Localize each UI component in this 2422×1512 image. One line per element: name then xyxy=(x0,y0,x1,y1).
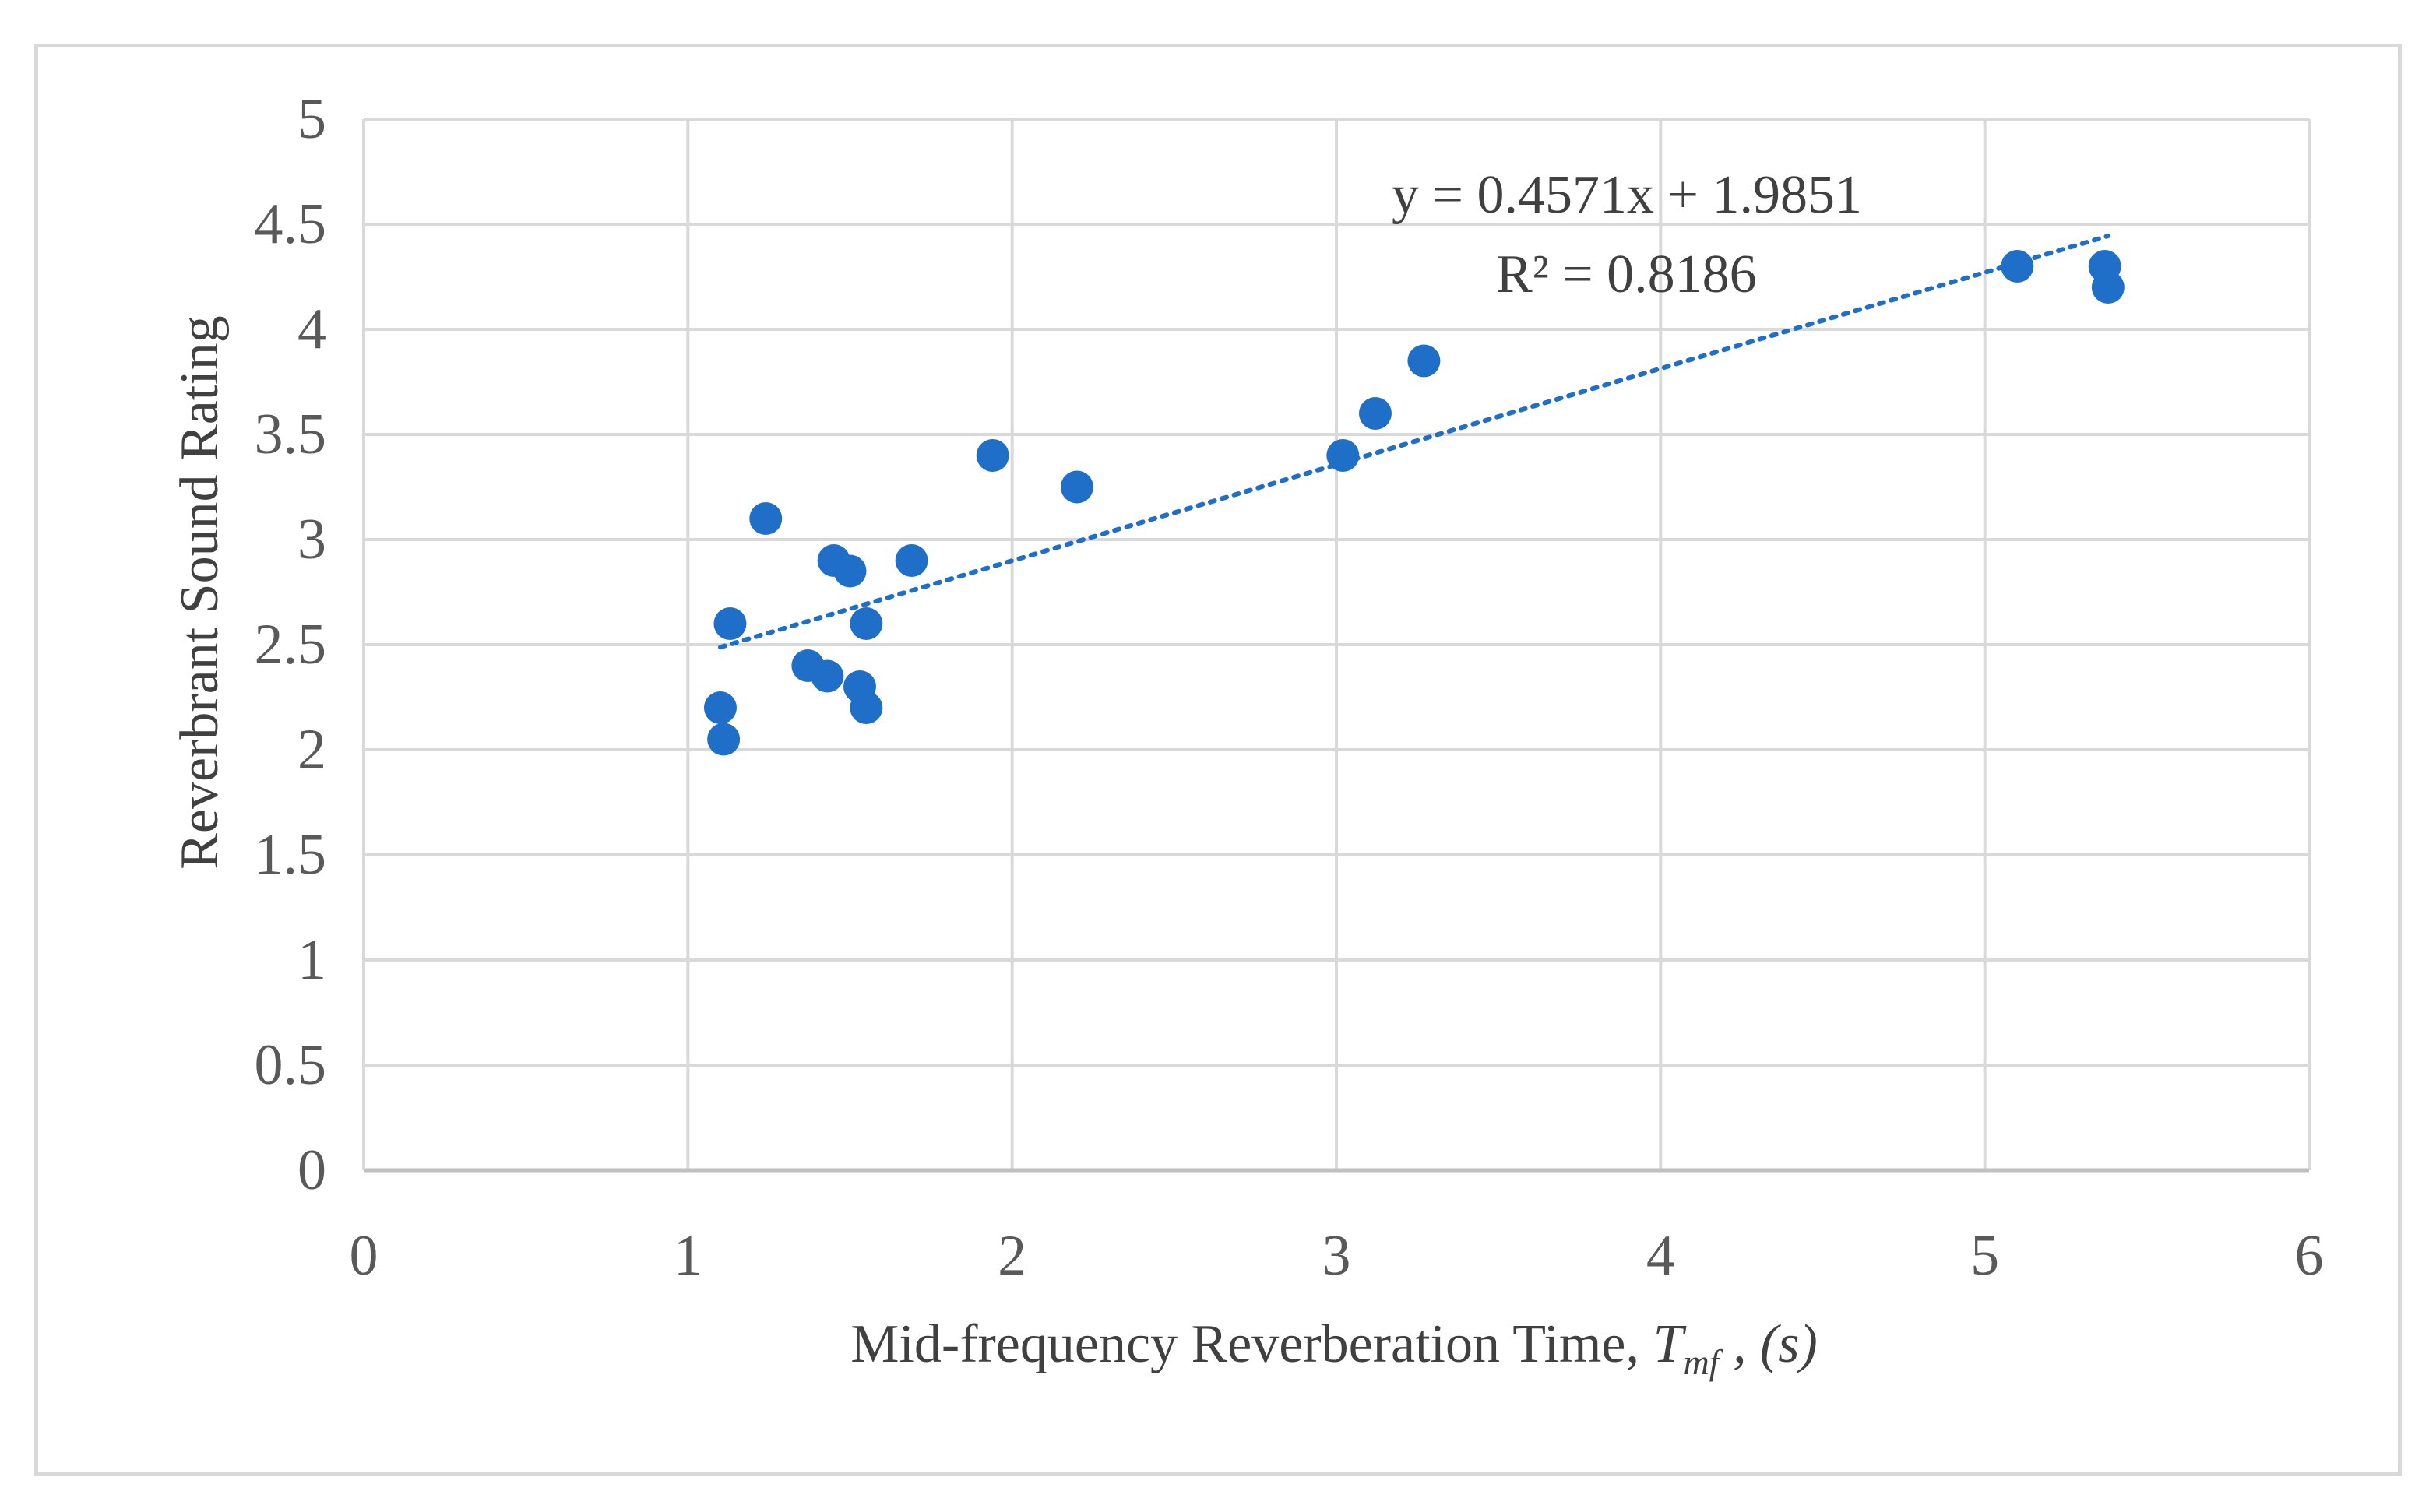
data-point xyxy=(2091,271,2125,304)
x-axis-title-symbol: T xyxy=(1653,1314,1688,1374)
data-point xyxy=(2001,250,2034,283)
scatter-chart: 0 1 2 3 4 5 6 0 0.5 1 1.5 2 2.5 3 3.5 4 4.5 5 y = 0.4571… xyxy=(170,87,2324,1382)
data-points xyxy=(703,250,2125,756)
y-tick-label: 0 xyxy=(297,1138,326,1202)
trendline xyxy=(717,234,2110,650)
x-axis-title-unit: , (s) xyxy=(1719,1314,1817,1374)
y-tick-label: 5 xyxy=(297,87,326,151)
data-point xyxy=(833,554,867,588)
trendline-layer xyxy=(717,234,2110,650)
x-tick-labels: 0 1 2 3 4 5 6 xyxy=(350,1224,2324,1288)
x-tick-label: 1 xyxy=(674,1224,702,1288)
x-tick-label: 5 xyxy=(1970,1224,1999,1288)
y-tick-label: 0.5 xyxy=(255,1033,327,1097)
data-point xyxy=(976,439,1009,472)
x-tick-label: 2 xyxy=(998,1224,1026,1288)
data-point xyxy=(1060,470,1093,504)
data-point xyxy=(811,659,844,693)
y-tick-label: 2.5 xyxy=(255,613,327,677)
data-point xyxy=(707,723,741,756)
data-point xyxy=(850,607,883,640)
x-axis-title-subscript: mf xyxy=(1683,1342,1723,1382)
x-tick-label: 0 xyxy=(350,1224,378,1288)
y-tick-label: 4.5 xyxy=(255,192,327,256)
x-tick-label: 4 xyxy=(1646,1224,1675,1288)
y-tick-labels: 0 0.5 1 1.5 2 2.5 3 3.5 4 4.5 5 xyxy=(255,87,327,1202)
data-point xyxy=(850,691,883,724)
data-point xyxy=(895,544,928,577)
data-point xyxy=(1407,344,1441,378)
grid-lines xyxy=(364,118,2311,1170)
x-tick-label: 6 xyxy=(2295,1224,2324,1288)
chart-frame: 0 1 2 3 4 5 6 0 0.5 1 1.5 2 2.5 3 3.5 4 4.5 5 y = 0.4571… xyxy=(34,44,2402,1476)
x-axis-title-text: Mid-frequency Reverberation Time, xyxy=(850,1314,1653,1374)
data-point xyxy=(703,691,737,724)
y-tick-label: 3.5 xyxy=(255,403,327,466)
data-point xyxy=(1358,397,1392,430)
axes xyxy=(362,119,2309,1173)
y-tick-label: 1.5 xyxy=(255,823,327,887)
y-tick-label: 4 xyxy=(297,297,326,361)
data-point xyxy=(1326,439,1360,472)
x-axis-title: Mid-frequency Reverberation Time, Tmf , … xyxy=(850,1314,1818,1382)
y-tick-label: 2 xyxy=(297,718,326,782)
trendline-r-squared: R² = 0.8186 xyxy=(1496,244,1757,304)
y-axis-title: Reverbrant Sound Rating xyxy=(170,315,230,870)
data-point xyxy=(713,607,747,640)
x-tick-label: 3 xyxy=(1322,1224,1351,1288)
data-point xyxy=(749,502,783,535)
y-tick-label: 1 xyxy=(297,928,326,992)
trendline-equation: y = 0.4571x + 1.9851 xyxy=(1392,165,1862,225)
y-tick-label: 3 xyxy=(297,508,326,571)
